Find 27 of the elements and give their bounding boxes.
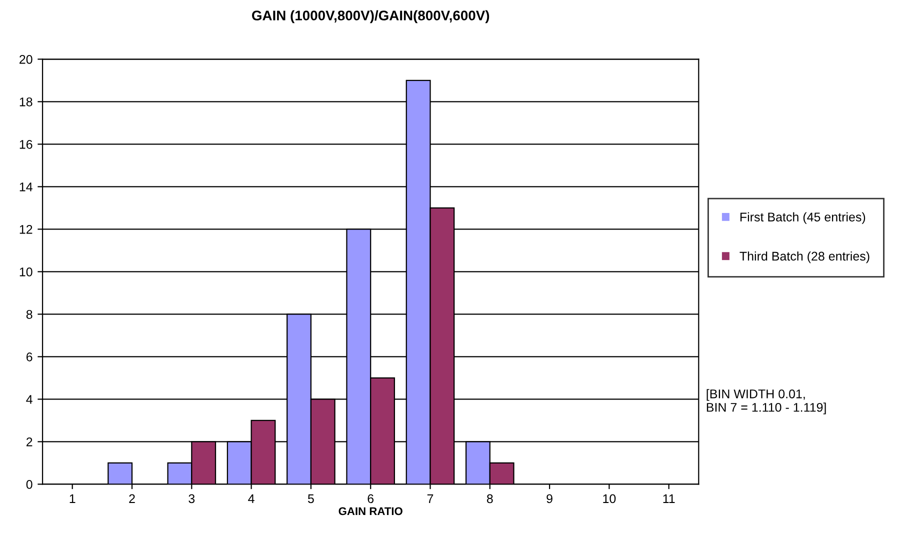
- x-tick-label: 5: [308, 494, 314, 504]
- y-tick-label: 6: [26, 352, 32, 362]
- x-tick-label: 3: [188, 494, 195, 504]
- y-tick-label: 12: [20, 224, 32, 234]
- chart-title: GAIN (1000V,800V)/GAIN(800V,600V): [252, 10, 490, 24]
- y-tick-label: 0: [26, 480, 32, 489]
- x-tick-label: 10: [603, 494, 616, 504]
- legend-label: First Batch (45 entries): [740, 212, 866, 224]
- y-tick-label: 14: [20, 182, 32, 192]
- y-tick-label: 18: [20, 97, 32, 106]
- x-tick-label: 9: [546, 494, 552, 504]
- y-tick-label: 8: [26, 310, 32, 319]
- y-tick-label: 20: [20, 54, 32, 64]
- y-tick-label: 10: [20, 267, 32, 276]
- x-axis-title: GAIN RATIO: [338, 507, 402, 516]
- x-tick-label: 7: [427, 494, 434, 503]
- y-tick-label: 4: [26, 395, 32, 404]
- x-tick-label: 11: [663, 494, 675, 503]
- legend-label: Third Batch (28 entries): [740, 251, 870, 264]
- x-tick-label: 1: [70, 494, 76, 503]
- x-tick-label: 8: [486, 494, 493, 504]
- x-tick-label: 6: [368, 494, 374, 504]
- y-tick-label: 2: [26, 438, 32, 446]
- text: [BIN WIDTH 0.01, BIN 7 = 1.110 - 1.119]: [706, 389, 826, 414]
- x-tick-label: 4: [248, 494, 254, 503]
- y-tick-label: 16: [20, 140, 32, 149]
- x-tick-label: 2: [129, 494, 135, 503]
